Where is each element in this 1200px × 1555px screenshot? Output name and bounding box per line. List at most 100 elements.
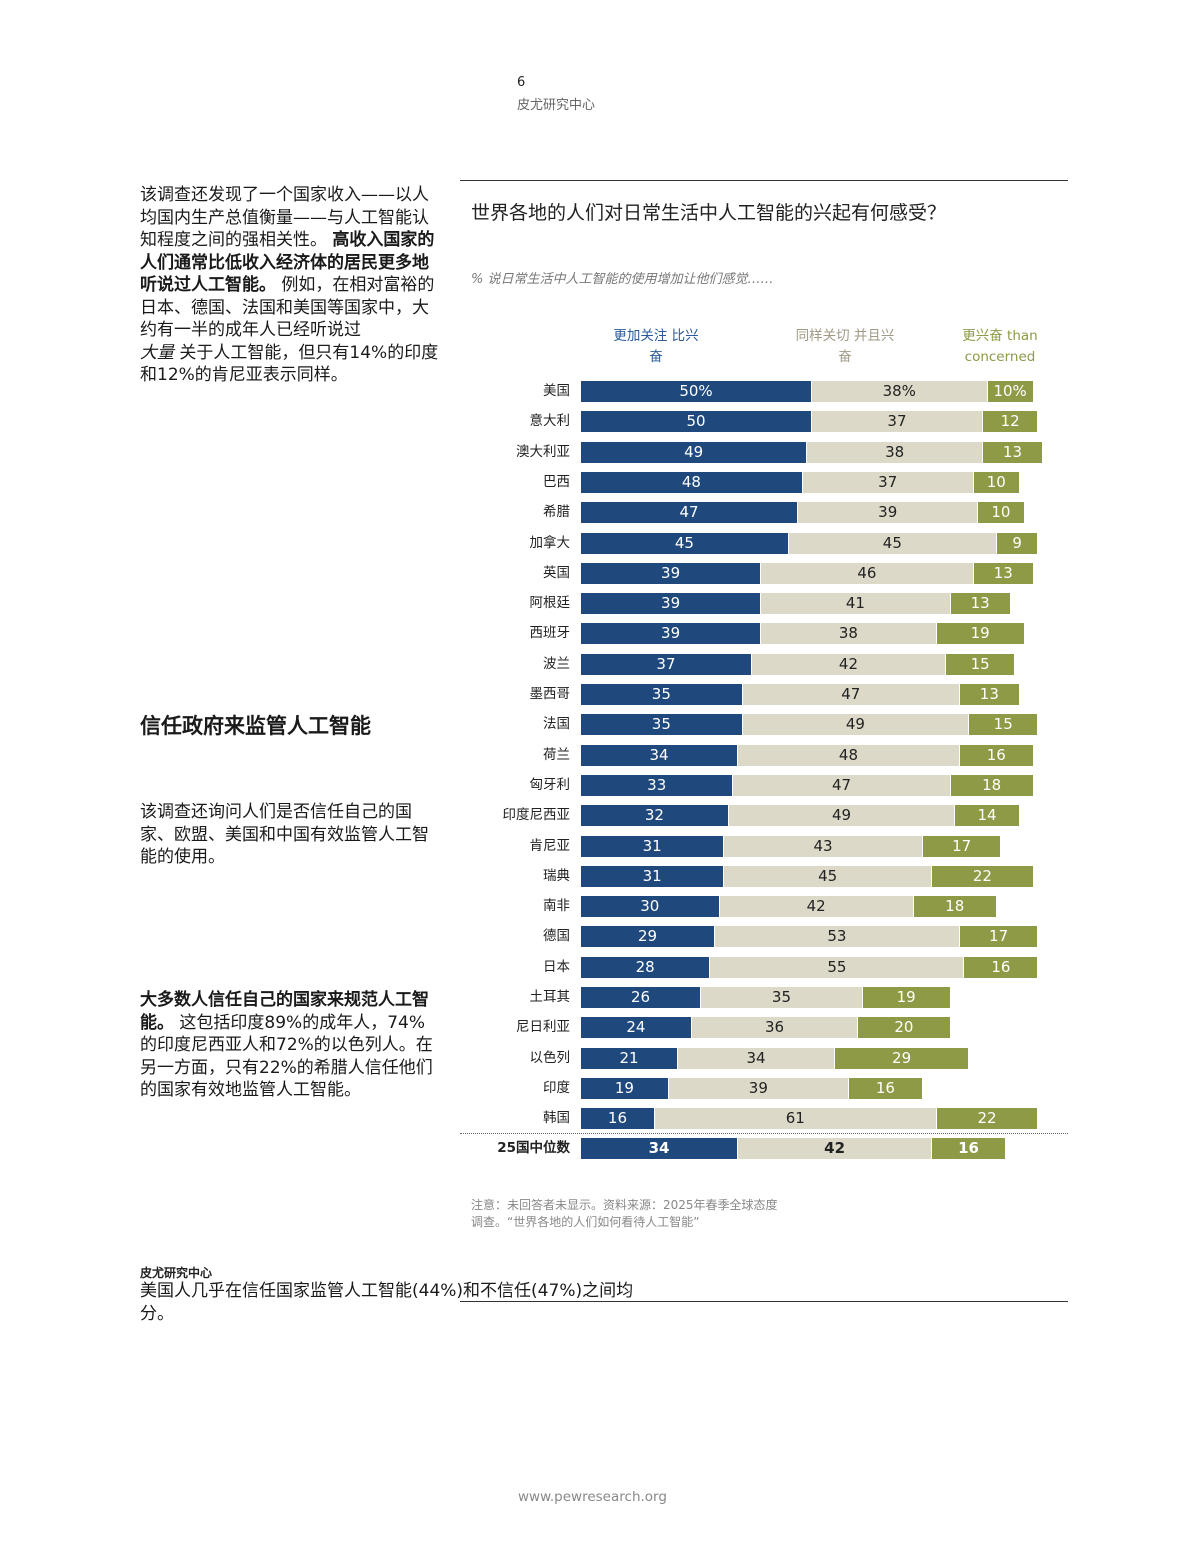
bar-more-concerned: 34 (581, 1138, 738, 1159)
text: 关于人工智能，但只有14%的印度和12%的肯尼亚表示同样。 (140, 342, 439, 386)
bar-more-excited: 16 (964, 956, 1038, 978)
row-label: 澳大利亚 (516, 443, 570, 460)
row-label: 英国 (543, 564, 570, 581)
paragraph-trust: 该调查还询问人们是否信任自己的国家、欧盟、美国和中国有效监管人工智能的使用。 (140, 802, 429, 867)
row-label: 墨西哥 (529, 686, 571, 702)
bar-more-concerned: 37 (581, 653, 751, 675)
row-label: 美国 (543, 383, 570, 399)
bar-more-concerned: 39 (581, 562, 761, 584)
bar-more-excited: 13 (950, 593, 1010, 615)
bar-more-concerned: 35 (581, 714, 742, 736)
bar-more-excited: 22 (936, 1108, 1038, 1130)
bar-more-concerned: 30 (581, 896, 719, 918)
row-label: 加拿大 (529, 534, 571, 551)
bar-more-concerned: 26 (581, 987, 701, 1008)
bar-equally: 35 (701, 987, 862, 1008)
bar-more-concerned: 29 (581, 926, 714, 948)
legend-equally: 同样关切 并且兴奋 (790, 326, 900, 368)
bar-more-concerned: 50% (581, 381, 811, 402)
bar-more-concerned: 33 (581, 774, 733, 796)
bar-equally: 49 (742, 714, 969, 736)
bar-equally: 53 (714, 926, 959, 948)
bar-more-excited: 22 (932, 865, 1033, 887)
row-label: 法国 (543, 716, 570, 733)
footer-paragraph: 美国人几乎在信任国家监管人工智能(44%)和不信任(47%)之间均分。 (140, 1281, 634, 1324)
legend-more-concerned: 更加关注 比兴奋 (610, 326, 702, 368)
bar-more-excited: 16 (848, 1077, 922, 1099)
chart-top-rule (460, 180, 1068, 181)
bar-more-concerned: 31 (581, 865, 724, 887)
bar-more-concerned: 28 (581, 956, 710, 978)
bar-more-excited: 13 (959, 684, 1019, 705)
bar-more-excited: 15 (945, 653, 1015, 675)
row-label: 西班牙 (529, 625, 571, 642)
row-label: 荷兰 (543, 746, 570, 763)
bar-more-excited: 17 (959, 926, 1038, 948)
bar-more-excited: 16 (932, 1138, 1006, 1159)
bar-more-concerned: 39 (581, 623, 761, 645)
bar-more-concerned: 48 (581, 471, 802, 493)
paragraph-income: 该调查还发现了一个国家收入——以人均国内生产总值衡量——与人工智能认知程度之间的… (140, 184, 440, 387)
bar-equally: 37 (812, 411, 982, 433)
legend-label: 更加关注 比兴奋 (613, 328, 699, 365)
bar-more-concerned: 19 (581, 1077, 668, 1099)
bar-more-concerned: 50 (581, 411, 811, 433)
bar-equally: 48 (738, 744, 959, 766)
row-label: 阿根廷 (529, 595, 571, 612)
bar-equally: 41 (761, 593, 950, 615)
bar-equally: 43 (724, 835, 922, 857)
bar-equally: 46 (761, 562, 973, 584)
bar-more-concerned: 39 (581, 593, 761, 615)
row-label: 巴西 (543, 473, 570, 490)
text: 例如，在相对富裕的日本、德国、法国和美国等国家中，大约有一半的成年人已经听说过 (140, 275, 435, 340)
row-label: 印度尼西亚 (502, 807, 571, 824)
text: 这包括印度89%的成年人，74%的印度尼西亚人和72%的以色列人。在另一方面，只… (140, 1012, 433, 1101)
bar-more-excited: 15 (969, 714, 1038, 736)
bar-more-excited: 10% (987, 381, 1033, 402)
bar-equally: 42 (738, 1138, 932, 1159)
bar-more-excited: 16 (959, 744, 1033, 766)
bar-equally: 47 (733, 774, 950, 796)
bar-more-concerned: 31 (581, 835, 724, 857)
row-label: 以色列 (529, 1049, 571, 1066)
bar-equally: 42 (719, 896, 913, 918)
row-label: 瑞典 (543, 867, 570, 884)
legend-label: 更兴奋 than concerned (962, 328, 1038, 365)
bar-more-concerned: 21 (581, 1047, 678, 1069)
bar-equally: 39 (668, 1077, 848, 1099)
footer-rule (460, 1301, 1068, 1302)
bar-equally: 61 (654, 1108, 936, 1130)
row-label: 波兰 (543, 655, 570, 672)
bar-more-excited: 9 (996, 532, 1038, 554)
row-label: 25国中位数 (497, 1140, 570, 1156)
bar-more-excited: 19 (862, 987, 950, 1008)
bar-more-excited: 19 (936, 623, 1024, 645)
bar-more-concerned: 32 (581, 805, 728, 827)
paragraph-national: 大多数人信任自己的国家来规范人工智能。 这包括印度89%的成年人，74%的印度尼… (140, 989, 435, 1102)
bar-more-excited: 29 (835, 1047, 969, 1069)
bar-more-excited: 14 (955, 805, 1019, 827)
bar-more-concerned: 34 (581, 744, 738, 766)
bar-equally: 38% (812, 381, 987, 402)
legend-more-excited: 更兴奋 than concerned (940, 326, 1060, 368)
bar-equally: 36 (691, 1017, 858, 1039)
page-number: 6 (517, 75, 526, 90)
header-org: 皮尤研究中心 (517, 98, 596, 113)
bar-more-concerned: 45 (581, 532, 788, 554)
bar-equally: 45 (724, 865, 932, 887)
bar-more-concerned: 49 (581, 441, 807, 463)
row-label: 印度 (543, 1079, 570, 1096)
bar-more-excited: 17 (922, 835, 1001, 857)
section-heading: 信任政府来监管人工智能 (140, 714, 371, 738)
median-divider (460, 1133, 1068, 1134)
row-label: 意大利 (529, 413, 571, 430)
footer-url: www.pewresearch.org (518, 1489, 667, 1505)
row-label: 尼日利亚 (516, 1019, 570, 1036)
row-label: 匈牙利 (529, 776, 571, 793)
bold-text: 高收入国家的人们通常比低收入经济体的居民更多地听说过人工智能。 (140, 230, 435, 295)
bar-equally: 47 (742, 684, 959, 705)
bar-equally: 45 (788, 532, 996, 554)
row-label: 日本 (543, 958, 570, 975)
chart-subtitle: % 说日常生活中人工智能的使用增加让他们感觉…… (471, 272, 774, 287)
bar-equally: 49 (728, 805, 955, 827)
